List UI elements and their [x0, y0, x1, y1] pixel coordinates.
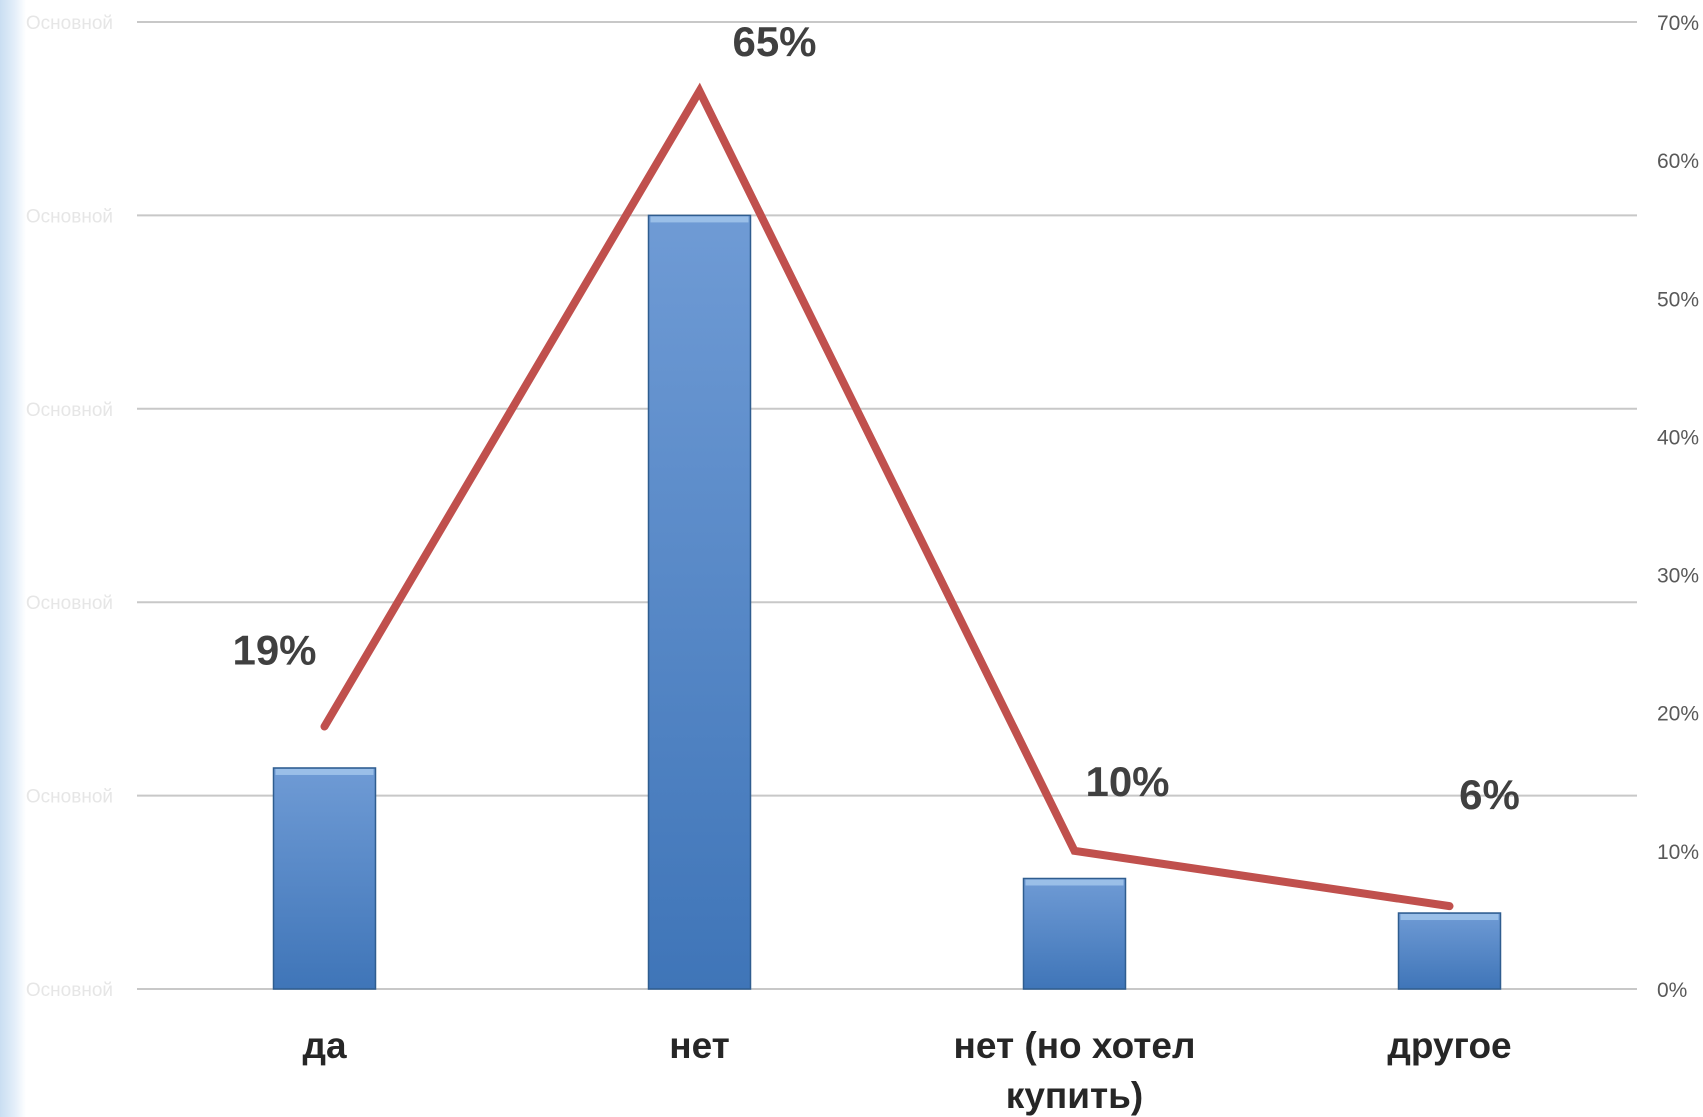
- left-axis-tick-label: Основной: [26, 787, 113, 808]
- bar-series: [272, 214, 1502, 990]
- category-label: нет (но хотел: [954, 1025, 1196, 1066]
- category-axis: да нет нет (но хотел купить) другое: [302, 1025, 1511, 1116]
- gridlines: [137, 21, 1637, 990]
- line-series: [320, 82, 1454, 911]
- bar-highlight: [275, 768, 374, 775]
- bar-highlight: [650, 216, 749, 223]
- data-label: 10%: [1085, 758, 1169, 805]
- data-labels: 19% 65% 10% 6%: [232, 18, 1519, 818]
- left-axis: Основной Основной Основной Основной Основной…: [26, 13, 113, 1001]
- series-line: [320, 82, 1454, 911]
- left-axis-tick-label: Основной: [26, 206, 113, 227]
- right-axis: 0% 10% 20% 30% 40% 50% 60% 70%: [1657, 12, 1699, 1002]
- data-label: 6%: [1459, 771, 1520, 818]
- category-label: да: [302, 1025, 346, 1066]
- left-axis-tick-label: Основной: [26, 980, 113, 1001]
- left-axis-tick-label: Основной: [26, 593, 113, 614]
- right-axis-tick-label: 50%: [1657, 288, 1699, 311]
- right-axis-tick-label: 70%: [1657, 12, 1699, 35]
- bar-highlight: [1400, 914, 1499, 921]
- right-axis-tick-label: 20%: [1657, 703, 1699, 726]
- bar-highlight: [1025, 879, 1124, 886]
- data-label: 65%: [732, 18, 816, 65]
- data-label: 19%: [232, 627, 316, 674]
- bar: [1397, 912, 1502, 990]
- right-axis-tick-label: 40%: [1657, 426, 1699, 449]
- category-label: другое: [1387, 1025, 1511, 1066]
- right-axis-tick-label: 0%: [1657, 979, 1687, 1002]
- right-axis-tick-label: 10%: [1657, 841, 1699, 864]
- left-axis-tick-label: Основной: [26, 13, 113, 34]
- right-axis-tick-label: 30%: [1657, 565, 1699, 588]
- bar: [272, 767, 377, 990]
- left-axis-tick-label: Основной: [26, 400, 113, 421]
- bar: [647, 214, 752, 990]
- bar: [1022, 877, 1127, 990]
- category-label: купить): [1006, 1075, 1143, 1116]
- category-label: нет: [669, 1025, 730, 1066]
- right-axis-tick-label: 60%: [1657, 150, 1699, 173]
- page-edge-decoration: [0, 0, 26, 1117]
